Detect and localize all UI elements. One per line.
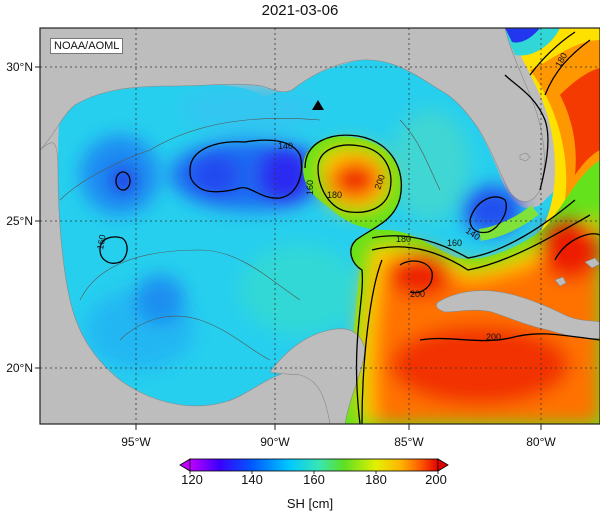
colorbar-tick: 160 <box>303 472 325 487</box>
contour-label: 200 <box>410 289 425 299</box>
map-title: 2021-03-06 <box>261 2 339 19</box>
contour-lines <box>59 31 600 424</box>
lon-label: 80°W <box>526 435 556 449</box>
ocean-field <box>58 28 600 424</box>
lat-label: 25°N <box>6 214 33 228</box>
contour-label: 140 <box>278 141 293 151</box>
contour-label: 160 <box>95 234 107 251</box>
lon-label: 85°W <box>394 435 424 449</box>
lat-label: 30°N <box>6 60 33 74</box>
contour-label: 200 <box>372 173 387 191</box>
contour-label: 180 <box>396 234 411 244</box>
lon-label: 90°W <box>260 435 290 449</box>
colorbar-max-arrow <box>437 458 449 472</box>
contour-label: 160 <box>447 238 462 248</box>
land-masses <box>40 28 600 424</box>
contour-label: 160 <box>305 180 315 195</box>
contour-label: 180 <box>327 190 342 200</box>
colorbar-tick: 120 <box>181 472 203 487</box>
graticule <box>40 28 600 424</box>
credit-label: NOAA/AOML <box>50 38 124 54</box>
colorbar-tick: 180 <box>365 472 387 487</box>
axis-labels: 30°N 25°N 20°N 95°W 90°W 85°W 80°W <box>6 60 556 449</box>
axis-ticks <box>35 66 542 430</box>
colorbar-scale <box>189 458 439 472</box>
colorbar-min-arrow <box>179 458 191 472</box>
lat-label: 20°N <box>6 361 33 375</box>
buoy-marker-icon <box>312 100 324 110</box>
lon-label: 95°W <box>121 435 151 449</box>
colorbar <box>179 458 449 474</box>
colorbar-tick: 140 <box>241 472 263 487</box>
colorbar-label: SH [cm] <box>286 496 334 511</box>
contour-labels: 140 160 180 200 180 160 140 200 200 180 … <box>95 51 569 342</box>
map-frame <box>39 27 600 425</box>
contour-label: 200 <box>486 332 501 342</box>
colorbar-tick: 200 <box>425 472 447 487</box>
